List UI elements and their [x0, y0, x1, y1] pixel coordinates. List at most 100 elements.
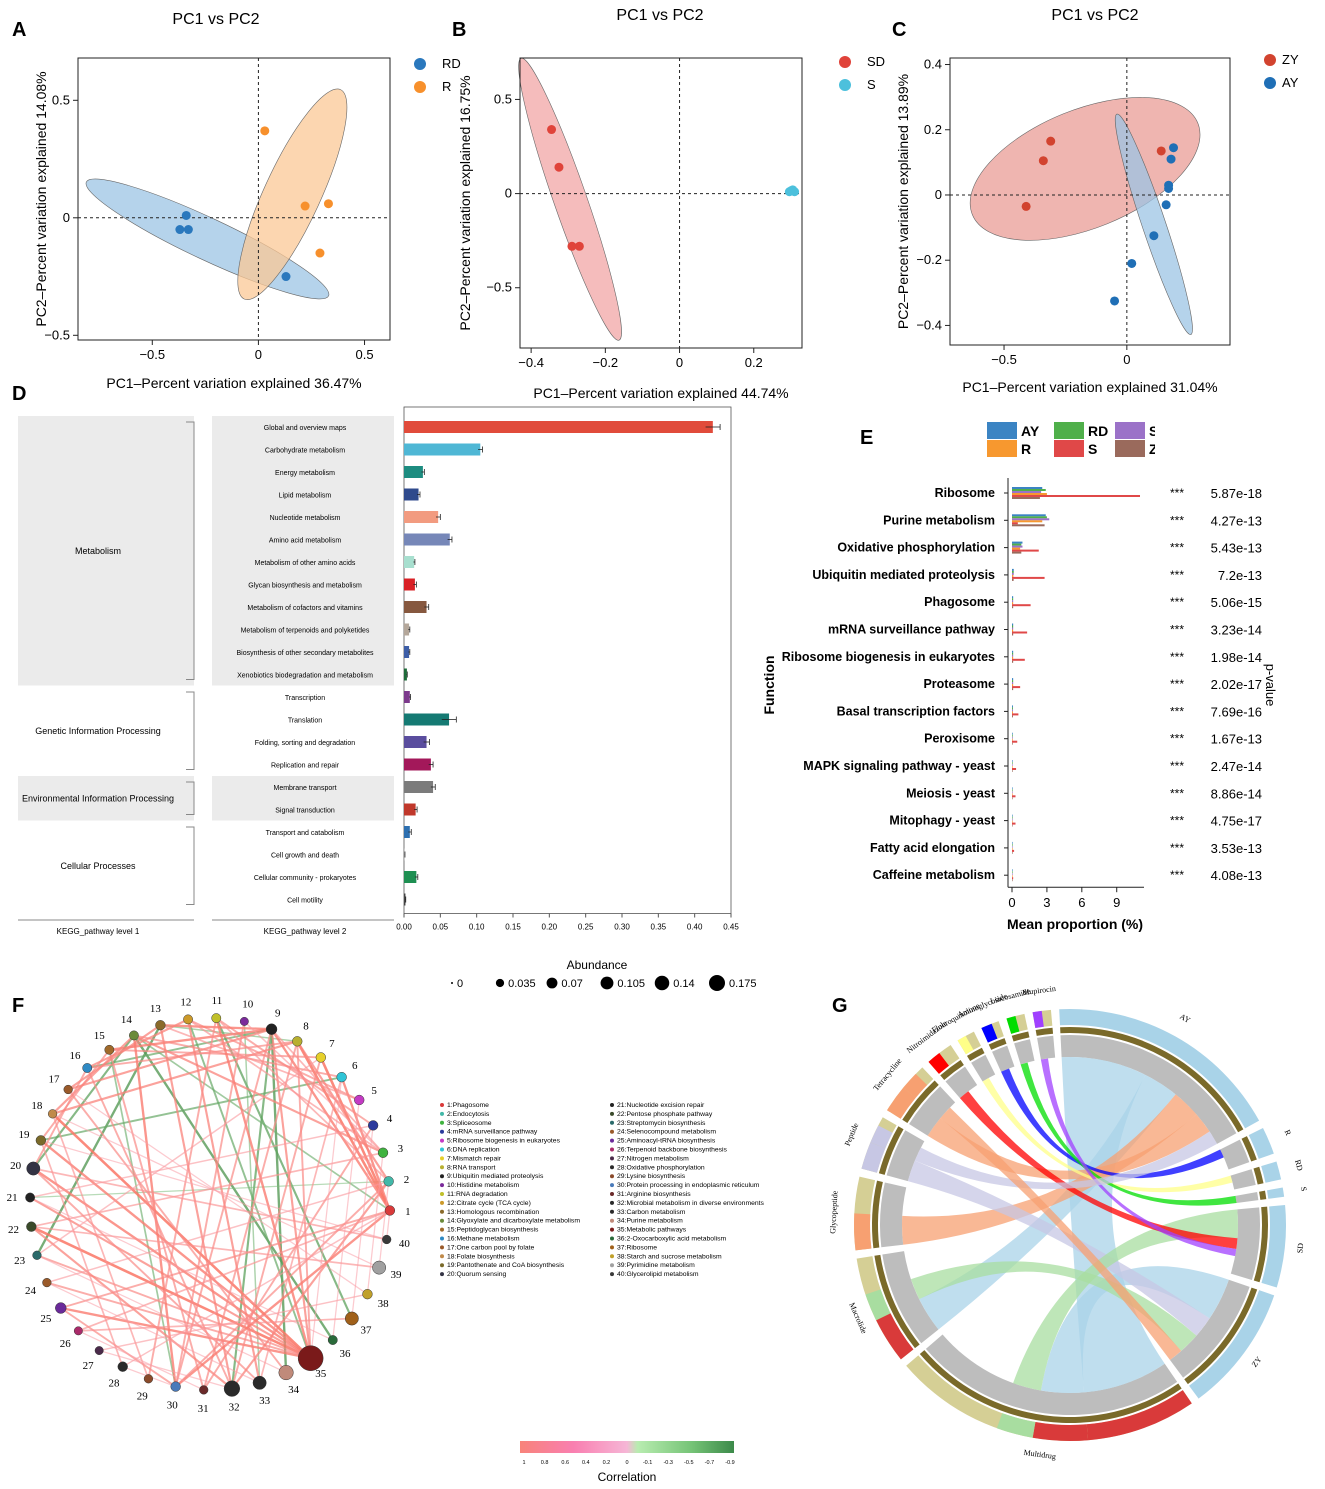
segment-label: SD: [1295, 1242, 1305, 1253]
bar: [404, 781, 434, 793]
function-label: Peroxisome: [924, 732, 995, 746]
node-legend-label: 19:Pantothenate and CoA biosynthesis: [447, 1262, 565, 1269]
node-number: 21: [7, 1192, 18, 1204]
segment-label: Peptide: [843, 1121, 861, 1147]
legend-marker-s: [839, 79, 851, 91]
segment-label: AY: [1178, 1012, 1192, 1025]
node-number: 30: [167, 1399, 179, 1411]
bar-rd: [1012, 652, 1014, 655]
bar-zy: [1012, 770, 1013, 772]
segment-tick-band: [1230, 1169, 1256, 1190]
x-tick-label: −0.4: [518, 355, 544, 370]
panel-letter-e: E: [860, 427, 873, 449]
bar-ay: [1012, 623, 1014, 626]
x-tick-label: −0.5: [991, 352, 1017, 367]
x-tick-label: 0: [1008, 895, 1015, 910]
bar-ay: [1012, 650, 1014, 653]
node-number: 12: [180, 997, 191, 1009]
correlation-edge: [231, 1057, 322, 1389]
node-legend-dot: [610, 1200, 614, 1205]
bar-sd: [1012, 818, 1013, 821]
point-zy: [1038, 156, 1048, 166]
significance-stars: ***: [1170, 486, 1184, 500]
size-legend-label: 0.07: [561, 978, 582, 990]
node-legend-label: 31:Arginine biosynthesis: [617, 1191, 691, 1198]
x-tick-label: −0.5: [139, 347, 165, 362]
bar-rd: [1012, 598, 1014, 601]
node-legend-dot: [440, 1192, 444, 1196]
panel-letter-a: A: [12, 19, 26, 41]
x-axis-label: PC1–Percent variation explained 36.47%: [106, 375, 361, 391]
segment-label: S: [1299, 1186, 1309, 1192]
correlation-edge: [160, 1024, 360, 1101]
size-legend-dot: [495, 978, 505, 988]
network-node: [42, 1278, 52, 1288]
node-legend-label: 23:Streptomycin biosynthesis: [617, 1120, 706, 1127]
link-marker: [1006, 1016, 1020, 1034]
legend-marker-ay: [1264, 77, 1276, 89]
bar-rd: [1012, 516, 1047, 519]
correlation-edge: [133, 1034, 384, 1154]
segment-tick-band: [1060, 1034, 1237, 1144]
point-rd: [175, 225, 185, 235]
legend-label: RD: [1088, 423, 1108, 439]
point-zy: [1156, 146, 1166, 156]
correlation-edge: [270, 1029, 288, 1373]
node-legend-label: 30:Protein processing in endoplasmic ret…: [617, 1182, 760, 1189]
node-legend-label: 33:Carbon metabolism: [617, 1209, 686, 1216]
link-marker: [957, 1035, 974, 1055]
correlation-edge: [270, 1029, 312, 1359]
link-marker: [870, 1125, 893, 1149]
bar-ay: [1012, 514, 1046, 517]
bar-sd: [1012, 682, 1014, 685]
segment-inner-arc: [1253, 1166, 1264, 1185]
node-legend-label: 40:Glycerolipid metabolism: [617, 1271, 699, 1278]
point-sd: [547, 125, 557, 135]
segment-inner-arc: [1011, 1031, 1030, 1042]
network-node: [94, 1346, 104, 1356]
significance-stars: ***: [1170, 595, 1184, 609]
bar-rd: [1012, 625, 1014, 628]
segment-label: Multidrug: [1023, 1448, 1056, 1461]
function-label: MAPK signaling pathway - yeast: [803, 759, 996, 773]
network-node: [265, 1023, 278, 1035]
node-legend-dot: [440, 1103, 444, 1107]
colorbar-tick: 0: [625, 1460, 628, 1466]
level1-label: Cellular Processes: [60, 861, 136, 871]
correlation-edge: [78, 1209, 391, 1332]
x-tick-label: 0.5: [355, 347, 373, 362]
bar-zy: [1012, 879, 1013, 882]
y-tick-label: 0: [63, 210, 70, 225]
bar: [404, 871, 417, 883]
node-number: 17: [48, 1073, 60, 1085]
bar-r: [1012, 602, 1014, 605]
point-ay: [1166, 154, 1176, 164]
segment-outer-arc: [1266, 1187, 1285, 1199]
network-node: [384, 1205, 396, 1216]
node-legend-label: 37:Ribosome: [617, 1244, 657, 1251]
significance-stars: ***: [1170, 786, 1184, 800]
bar-sd: [1012, 873, 1013, 876]
correlation-edge: [30, 1225, 312, 1360]
node-legend-dot: [440, 1245, 444, 1250]
size-legend-title: Abundance: [567, 958, 628, 972]
node-legend-label: 18:Folate biosynthesis: [447, 1253, 515, 1260]
level1-shade: [18, 776, 194, 821]
pvalue: 1.67e-13: [1211, 732, 1262, 747]
y-tick-label: 0: [505, 186, 512, 201]
link-marker: [903, 1073, 928, 1098]
network-node: [252, 1375, 267, 1390]
bar: [404, 893, 406, 906]
significance-stars: ***: [1170, 868, 1184, 882]
plot-frame: [519, 57, 803, 349]
significance-stars: ***: [1170, 513, 1184, 527]
legend-label-zy: ZY: [1282, 52, 1299, 67]
bar-zy: [1012, 497, 1040, 499]
bar-r: [1012, 656, 1014, 659]
correlation-edge: [67, 1024, 161, 1091]
pathway-label: Metabolism of cofactors and vitamins: [247, 605, 363, 612]
y-tick-label: 0.5: [494, 91, 512, 106]
segment-tick-band: [992, 1045, 1015, 1072]
legend-swatch: [1115, 440, 1145, 457]
node-legend-dot: [440, 1227, 444, 1232]
